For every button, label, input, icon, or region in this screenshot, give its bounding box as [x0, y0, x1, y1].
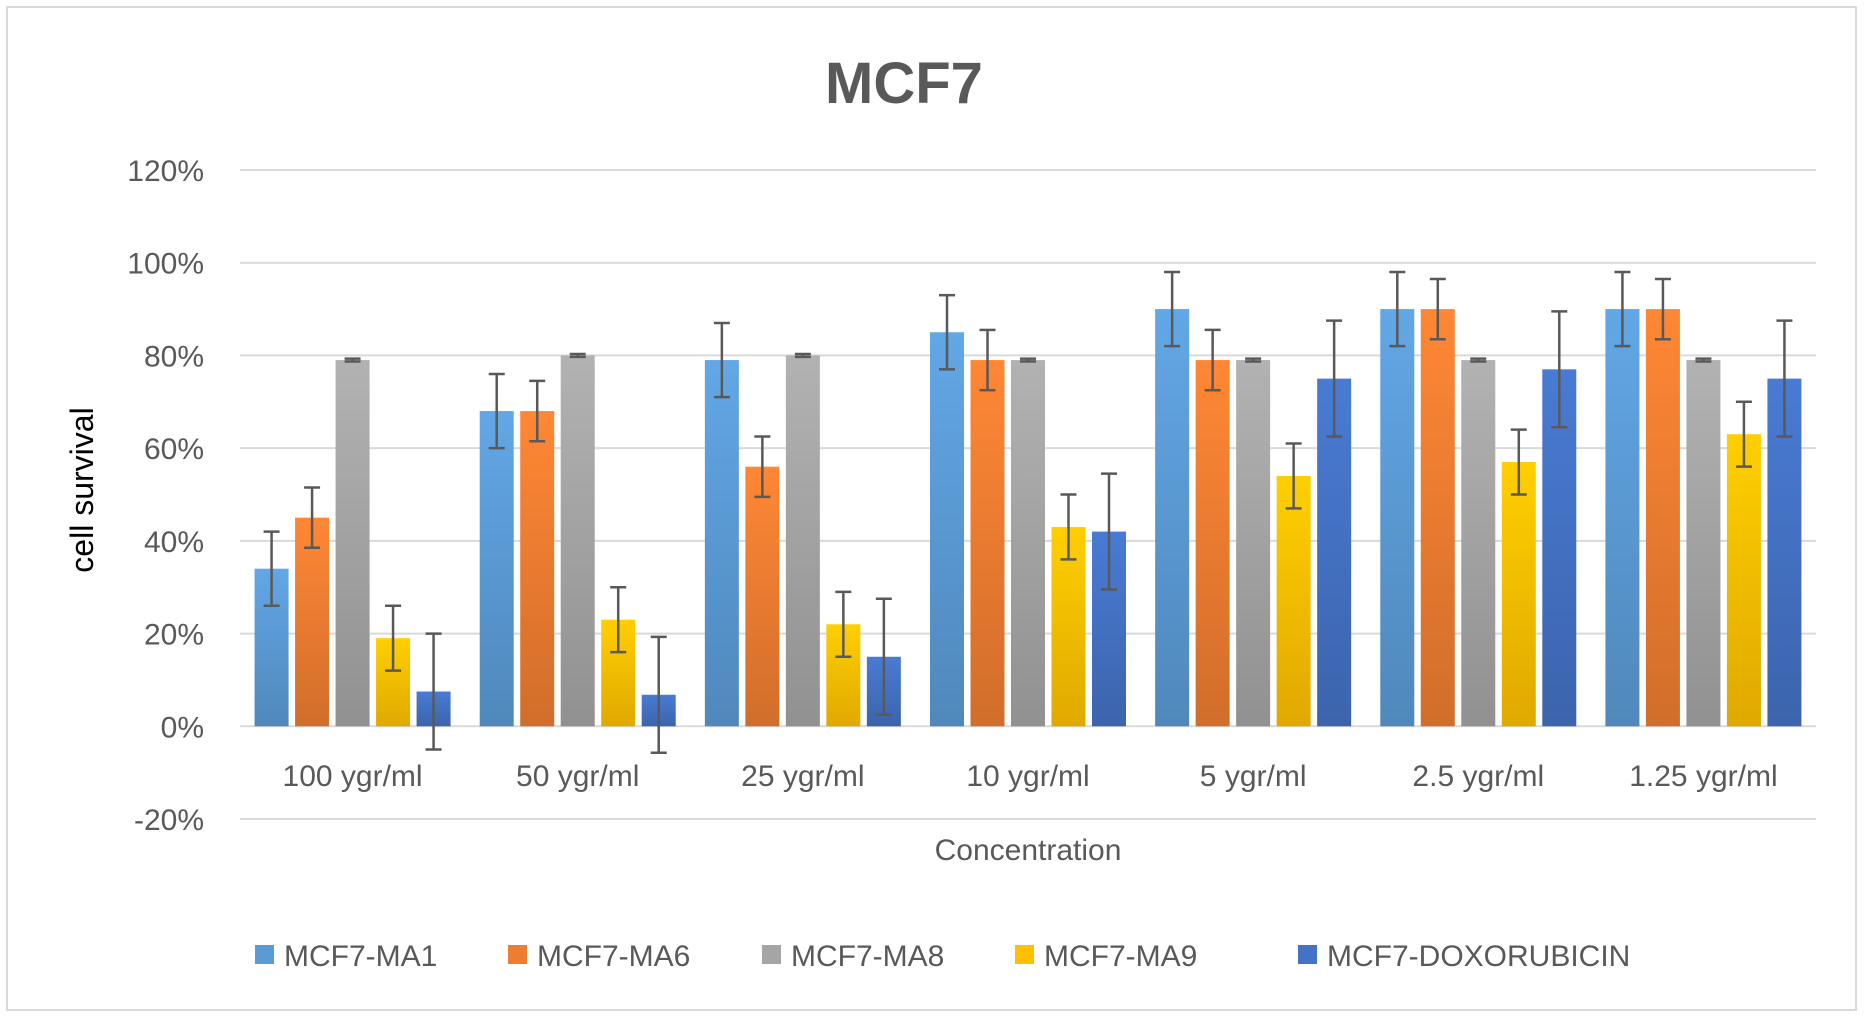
x-tick-label: 100 ygr/ml: [283, 760, 423, 793]
error-bar: [1060, 493, 1077, 561]
error-bar: [835, 590, 852, 658]
bar-mcf7-ma6-1: [520, 411, 555, 727]
legend-swatch: [1298, 945, 1317, 964]
error-bar: [1614, 270, 1631, 348]
x-tick-label: 25 ygr/ml: [741, 760, 864, 793]
error-bar: [1245, 357, 1262, 363]
chart-title: MCF7: [825, 51, 983, 116]
y-axis-label: cell survival: [64, 407, 100, 572]
error-bar: [1389, 270, 1406, 348]
legend-label: MCF7-MA9: [1044, 940, 1197, 973]
error-bar: [1470, 357, 1487, 363]
error-bars: [263, 270, 1793, 754]
y-tick-label: 100%: [127, 248, 204, 281]
bar-mcf7-ma6-0: [295, 517, 330, 727]
bar-mcf7-ma8-4: [1236, 360, 1271, 727]
bar-mcf7-ma9-5: [1501, 462, 1536, 727]
error-bar: [979, 328, 996, 392]
error-bar: [304, 486, 321, 550]
error-bar: [1204, 328, 1221, 392]
bar-mcf7-ma8-5: [1461, 360, 1496, 727]
error-bar: [1776, 319, 1793, 438]
legend-item: MCF7-MA9: [1015, 940, 1197, 973]
bar-mcf7-ma8-3: [1011, 360, 1045, 727]
y-tick-label: 40%: [144, 526, 204, 559]
legend-swatch: [508, 945, 527, 964]
error-bar: [263, 530, 280, 608]
x-tick-label: 1.25 ygr/ml: [1629, 760, 1777, 793]
error-bar: [1164, 270, 1181, 348]
legend-label: MCF7-MA1: [284, 940, 437, 973]
bar-mcf7-ma6-5: [1420, 309, 1455, 727]
bar-mcf7-ma6-2: [745, 466, 780, 727]
bar-mcf7-ma8-1: [560, 355, 595, 727]
error-bar: [875, 597, 892, 716]
error-bar: [385, 604, 402, 672]
bar-mcf7-ma6-6: [1645, 309, 1680, 727]
bar-mcf7-ma9-6: [1726, 434, 1761, 727]
error-bar: [939, 293, 955, 371]
legend-label: MCF7-MA6: [537, 940, 690, 973]
legend: MCF7-MA1 MCF7-MA6 MCF7-MA8 MCF7-MA9 MCF7-DOX…: [255, 940, 1630, 973]
bar-mcf7-ma8-6: [1686, 360, 1721, 727]
y-tick-label: 80%: [144, 340, 204, 373]
error-bar: [1101, 472, 1117, 591]
x-axis-label: Concentration: [935, 834, 1122, 867]
legend-item: MCF7-DOXORUBICIN: [1298, 940, 1630, 973]
error-bar: [344, 357, 361, 363]
legend-label: MCF7-MA8: [791, 940, 944, 973]
error-bar: [794, 352, 811, 359]
y-tick-label: -20%: [134, 804, 204, 837]
y-tick-label: 60%: [144, 433, 204, 466]
legend-swatch: [255, 945, 274, 964]
error-bar: [650, 635, 667, 754]
bar-mcf7-ma1-1: [479, 411, 514, 727]
bars: [254, 309, 1802, 727]
bar-mcf7-ma1-2: [704, 360, 739, 727]
y-tick-label: 120%: [127, 155, 204, 188]
x-tick-label: 50 ygr/ml: [516, 760, 639, 793]
legend-swatch: [1015, 945, 1034, 964]
error-bar: [1326, 319, 1343, 438]
legend-swatch: [762, 945, 781, 964]
x-axis-tick-labels: 100 ygr/ml 50 ygr/ml 25 ygr/ml 10 ygr/ml 5 y…: [283, 760, 1778, 793]
error-bar: [1735, 400, 1752, 468]
error-bar: [610, 585, 627, 654]
bar-mcf7-ma6-3: [970, 360, 1005, 727]
x-tick-label: 10 ygr/ml: [966, 760, 1089, 793]
error-bar: [569, 352, 586, 359]
bar-mcf7-ma1-5: [1380, 309, 1415, 727]
error-bar: [713, 321, 730, 399]
y-axis-tick-labels: -20% 0% 20% 40% 60% 80% 100% 120%: [127, 155, 204, 837]
error-bar: [425, 632, 442, 751]
legend-label: MCF7-DOXORUBICIN: [1327, 940, 1630, 973]
error-bar: [1654, 277, 1671, 341]
x-tick-label: 2.5 ygr/ml: [1412, 760, 1544, 793]
y-tick-label: 20%: [144, 619, 204, 652]
bar-mcf7-ma1-4: [1155, 309, 1190, 727]
bar-mcf7-ma8-2: [785, 355, 820, 727]
bar-mcf7-ma6-4: [1195, 360, 1230, 727]
error-bar: [488, 372, 505, 450]
error-bar: [1551, 310, 1568, 429]
bar-mcf7-ma9-4: [1276, 475, 1311, 727]
error-bar: [1429, 277, 1446, 341]
x-tick-label: 5 ygr/ml: [1200, 760, 1307, 793]
bar-mcf7-ma1-3: [930, 332, 964, 727]
error-bar: [1285, 442, 1302, 510]
bar-mcf7-ma8-0: [335, 360, 370, 727]
error-bar: [1510, 428, 1527, 496]
error-bar: [1020, 357, 1036, 363]
error-bar: [529, 379, 546, 443]
error-bar: [1695, 357, 1712, 363]
y-tick-label: 0%: [161, 711, 204, 744]
error-bar: [754, 435, 771, 499]
bar-mcf7-ma1-6: [1605, 309, 1640, 727]
bar-mcf7-doxorubicin-5: [1542, 369, 1577, 727]
legend-item: MCF7-MA8: [762, 940, 944, 973]
legend-item: MCF7-MA1: [255, 940, 437, 973]
legend-item: MCF7-MA6: [508, 940, 690, 973]
